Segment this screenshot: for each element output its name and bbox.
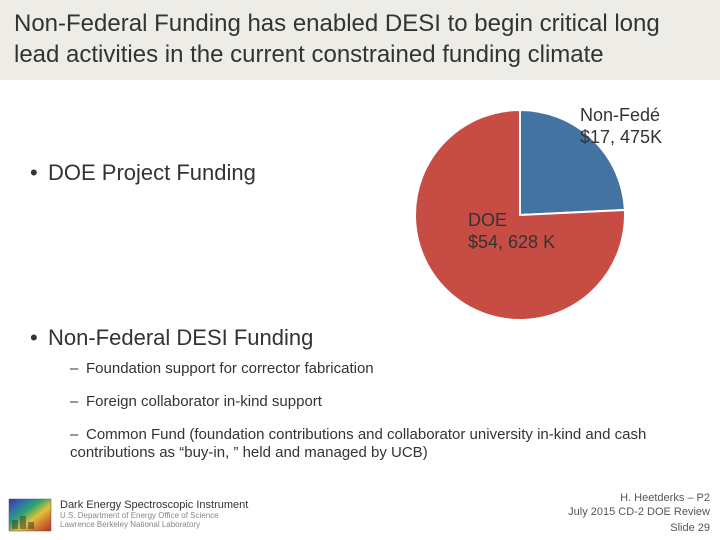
bullet-icon: •	[30, 160, 48, 186]
footer-department-2: Lawrence Berkeley National Laboratory	[60, 520, 248, 530]
footer-left: Dark Energy Spectroscopic Instrument U.S…	[60, 499, 248, 530]
bullet-nonfederal-funding: •Non-Federal DESI Funding	[30, 325, 313, 351]
footer-instrument: Dark Energy Spectroscopic Instrument	[60, 499, 248, 511]
sub-text: Foreign collaborator in-kind support	[86, 393, 322, 410]
dash-icon: –	[70, 426, 86, 445]
sub-text: Common Fund (foundation contributions an…	[70, 426, 646, 462]
footer-department-1: U.S. Department of Energy Office of Scie…	[60, 511, 248, 521]
footer-slide-number: Slide 29	[568, 522, 710, 534]
footer-presenter: H. Heetderks – P2	[568, 492, 710, 504]
funding-pie-chart: Non-Fedé $17, 475K DOE $54, 628 K	[400, 95, 680, 315]
footer-right: H. Heetderks – P2 July 2015 CD-2 DOE Rev…	[568, 492, 710, 534]
slide-title: Non-Federal Funding has enabled DESI to …	[14, 8, 706, 70]
pie-label-nonfederal: Non-Fedé $17, 475K	[580, 105, 662, 148]
sub-item-foundation: –Foundation support for corrector fabric…	[70, 360, 690, 379]
slide: Non-Federal Funding has enabled DESI to …	[0, 0, 720, 540]
desi-logo-icon	[8, 498, 52, 532]
dash-icon: –	[70, 360, 86, 379]
sub-text: Foundation support for corrector fabrica…	[86, 360, 374, 377]
bullet-icon: •	[30, 325, 48, 351]
bullet-text: DOE Project Funding	[48, 160, 256, 185]
sub-item-foreign: –Foreign collaborator in-kind support	[70, 393, 690, 412]
sub-bullet-list: –Foundation support for corrector fabric…	[70, 360, 690, 477]
sub-item-common-fund: –Common Fund (foundation contributions a…	[70, 426, 690, 464]
footer: Dark Energy Spectroscopic Instrument U.S…	[0, 490, 720, 540]
bullet-doe-funding: •DOE Project Funding	[30, 160, 256, 186]
footer-review: July 2015 CD-2 DOE Review	[568, 506, 710, 518]
dash-icon: –	[70, 393, 86, 412]
bullet-text: Non-Federal DESI Funding	[48, 325, 313, 350]
title-bar: Non-Federal Funding has enabled DESI to …	[0, 0, 720, 80]
pie-label-doe: DOE $54, 628 K	[468, 210, 555, 253]
